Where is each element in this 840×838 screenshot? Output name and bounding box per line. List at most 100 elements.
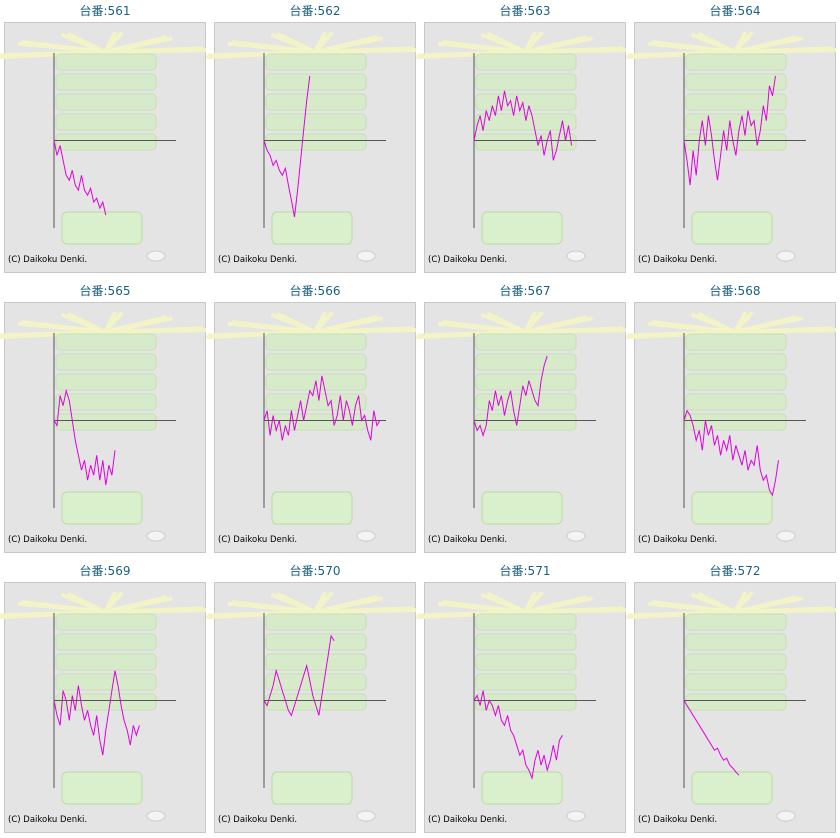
- data-line: [263, 375, 381, 441]
- art-block: [475, 133, 577, 151]
- chart-title: 台番:570: [290, 563, 341, 578]
- art-block: [55, 133, 157, 151]
- art-block: [475, 93, 577, 111]
- art-block: [55, 693, 157, 711]
- art-block: [685, 673, 787, 691]
- ray: [652, 320, 736, 334]
- chart-title: 台番:562: [290, 3, 341, 18]
- ray: [734, 606, 834, 614]
- art-block: [55, 633, 157, 651]
- art-block: [265, 673, 367, 691]
- art-block: [265, 113, 367, 131]
- ray: [232, 320, 316, 334]
- chart-panel: 台番:563 (C) Daikoku Denki.: [416, 3, 626, 273]
- ray: [696, 31, 736, 54]
- ray: [442, 40, 526, 54]
- ray: [66, 31, 106, 54]
- data-line: [683, 75, 776, 186]
- chart-title: 台番:566: [290, 283, 341, 298]
- art-block: [475, 613, 577, 631]
- art-block: [265, 653, 367, 671]
- art-block: [265, 613, 367, 631]
- ray: [104, 606, 204, 614]
- art-coin: [776, 810, 796, 822]
- ray: [276, 591, 316, 614]
- chart-panel: 台番:565 (C) Daikoku Denki.: [0, 283, 206, 553]
- art-block: [265, 133, 367, 151]
- ray: [207, 610, 316, 618]
- ray: [734, 315, 798, 334]
- art-tray: [271, 491, 353, 525]
- art-block: [475, 73, 577, 91]
- art-block: [685, 613, 787, 631]
- ray: [524, 46, 624, 54]
- ray: [314, 315, 378, 334]
- art-coin: [146, 810, 166, 822]
- art-block: [265, 73, 367, 91]
- chart-title: 台番:561: [80, 3, 131, 18]
- copyright: (C) Daikoku Denki.: [428, 255, 507, 265]
- ray: [417, 610, 526, 618]
- ray: [733, 31, 748, 53]
- art-coin: [146, 530, 166, 542]
- copyright: (C) Daikoku Denki.: [638, 255, 717, 265]
- ray: [734, 35, 798, 54]
- ray: [0, 330, 106, 338]
- ray: [314, 46, 414, 54]
- chart-panel: 台番:572 (C) Daikoku Denki.: [626, 563, 836, 833]
- ray: [66, 311, 106, 334]
- art-coin: [776, 530, 796, 542]
- copyright: (C) Daikoku Denki.: [218, 535, 297, 545]
- ray: [314, 595, 378, 614]
- ray: [627, 610, 736, 618]
- ray: [627, 330, 736, 338]
- art-block: [55, 653, 157, 671]
- art-coin: [356, 810, 376, 822]
- data-line: [53, 140, 107, 216]
- ray: [276, 31, 316, 54]
- art-block: [475, 633, 577, 651]
- ray: [486, 311, 526, 334]
- data-line: [263, 75, 311, 218]
- ray: [0, 50, 106, 58]
- copyright: (C) Daikoku Denki.: [638, 815, 717, 825]
- ray: [524, 606, 624, 614]
- art-tray: [481, 771, 563, 805]
- chart-panel: 台番:562 (C) Daikoku Denki.: [206, 3, 416, 273]
- ray: [313, 311, 328, 333]
- ray: [524, 595, 588, 614]
- copyright: (C) Daikoku Denki.: [638, 535, 717, 545]
- ray: [103, 31, 118, 53]
- art-coin: [356, 530, 376, 542]
- art-block: [685, 393, 787, 411]
- ray: [734, 46, 834, 54]
- ray: [733, 311, 748, 333]
- art-block: [265, 333, 367, 351]
- ray: [734, 595, 798, 614]
- art-coin: [356, 250, 376, 262]
- chart-panel: 台番:567 (C) Daikoku Denki.: [416, 283, 626, 553]
- ray: [104, 46, 204, 54]
- data-line: [263, 634, 335, 717]
- copyright: (C) Daikoku Denki.: [428, 535, 507, 545]
- ray: [523, 591, 538, 613]
- ray: [442, 320, 526, 334]
- copyright: (C) Daikoku Denki.: [428, 815, 507, 825]
- art-tray: [271, 211, 353, 245]
- chart-title: 台番:564: [710, 3, 761, 18]
- chart-panel: 台番:566 (C) Daikoku Denki.: [206, 283, 416, 553]
- art-tray: [61, 771, 143, 805]
- ray: [733, 591, 748, 613]
- ray: [524, 326, 624, 334]
- chart-panel: 台番:568 (C) Daikoku Denki.: [626, 283, 836, 553]
- art-block: [265, 693, 367, 711]
- ray: [104, 595, 168, 614]
- art-block: [265, 393, 367, 411]
- art-tray: [481, 211, 563, 245]
- art-block: [475, 53, 577, 71]
- copyright: (C) Daikoku Denki.: [8, 535, 87, 545]
- art-tray: [691, 771, 773, 805]
- art-block: [475, 353, 577, 371]
- art-block: [55, 673, 157, 691]
- art-block: [685, 633, 787, 651]
